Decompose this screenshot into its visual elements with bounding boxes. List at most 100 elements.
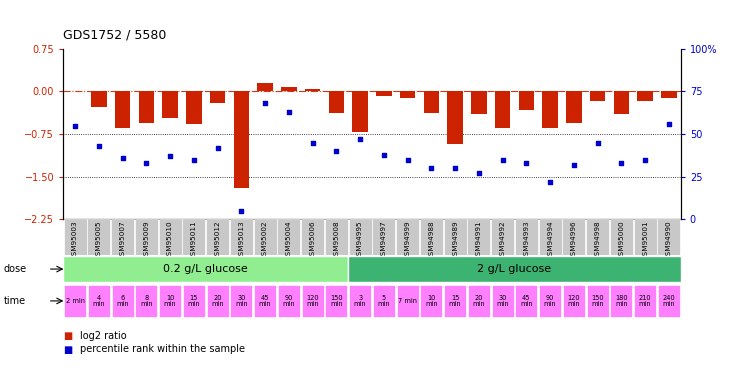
Text: GSM94995: GSM94995 [357, 220, 363, 260]
Text: GSM95002: GSM95002 [262, 220, 268, 260]
Bar [611, 285, 632, 317]
Text: GSM95001: GSM95001 [642, 220, 648, 260]
Text: GSM94991: GSM94991 [476, 220, 482, 260]
Text: percentile rank within the sample: percentile rank within the sample [80, 345, 245, 354]
Point [354, 136, 366, 142]
Bar [64, 219, 86, 255]
Bar [230, 219, 253, 255]
Bar [614, 92, 629, 114]
Text: GSM95011: GSM95011 [191, 220, 197, 260]
Point [117, 155, 129, 161]
Bar [88, 219, 110, 255]
Bar [210, 92, 225, 103]
Text: GDS1752 / 5580: GDS1752 / 5580 [63, 28, 167, 41]
Bar [257, 83, 273, 92]
Text: ■: ■ [63, 331, 72, 340]
Bar [443, 219, 466, 255]
Text: 90
min: 90 min [544, 295, 557, 307]
Text: 7 min: 7 min [398, 298, 417, 304]
Bar [516, 285, 537, 317]
Text: GSM94998: GSM94998 [594, 220, 600, 260]
Text: 15
min: 15 min [449, 295, 461, 307]
Bar [542, 92, 558, 128]
Text: 15
min: 15 min [187, 295, 200, 307]
Bar [135, 219, 158, 255]
Text: GSM95010: GSM95010 [167, 220, 173, 260]
Bar [348, 256, 681, 282]
Bar [563, 285, 585, 317]
Bar [234, 92, 249, 188]
Bar [186, 92, 202, 124]
Bar [349, 219, 371, 255]
Point [663, 121, 675, 127]
Point [307, 140, 318, 146]
Point [402, 157, 414, 163]
Text: 210
min: 210 min [639, 295, 652, 307]
Bar [468, 285, 490, 317]
Point [568, 162, 580, 168]
Text: 150
min: 150 min [591, 295, 604, 307]
Text: GSM95004: GSM95004 [286, 220, 292, 260]
Bar [302, 285, 324, 317]
Bar [115, 92, 130, 128]
Text: 8
min: 8 min [140, 295, 153, 307]
Bar [539, 285, 561, 317]
Text: 150
min: 150 min [330, 295, 343, 307]
Point [544, 179, 556, 185]
Bar [64, 285, 86, 317]
Bar [492, 285, 513, 317]
Bar [423, 92, 439, 113]
Bar [515, 219, 538, 255]
Point [473, 170, 485, 176]
Text: 0.2 g/L glucose: 0.2 g/L glucose [164, 264, 248, 274]
Bar [562, 219, 586, 255]
Text: GSM94990: GSM94990 [666, 220, 672, 260]
Bar [278, 285, 300, 317]
Bar [112, 285, 133, 317]
Bar [206, 219, 229, 255]
Point [378, 152, 390, 157]
Bar [373, 219, 395, 255]
Bar [495, 92, 510, 128]
Bar [278, 219, 301, 255]
Bar [138, 92, 154, 123]
Text: 120
min: 120 min [568, 295, 580, 307]
Text: 20
min: 20 min [472, 295, 485, 307]
Bar [519, 92, 534, 110]
Text: 90
min: 90 min [283, 295, 295, 307]
Text: GSM95005: GSM95005 [96, 220, 102, 260]
Bar [353, 92, 368, 132]
Bar [590, 92, 606, 100]
Text: GSM95009: GSM95009 [144, 220, 150, 260]
Text: GSM95007: GSM95007 [120, 220, 126, 260]
Point [69, 123, 81, 129]
Text: 20
min: 20 min [211, 295, 224, 307]
Bar [329, 92, 344, 113]
Text: GSM94996: GSM94996 [571, 220, 577, 260]
Text: GSM95000: GSM95000 [618, 220, 624, 260]
Point [330, 148, 342, 154]
Bar [420, 285, 442, 317]
Text: 4
min: 4 min [92, 295, 105, 307]
Text: GSM94989: GSM94989 [452, 220, 458, 260]
Bar [325, 219, 347, 255]
Text: log2 ratio: log2 ratio [80, 331, 126, 340]
Point [212, 145, 224, 151]
Bar [135, 285, 157, 317]
Text: 2 g/L glucose: 2 g/L glucose [478, 264, 551, 274]
Text: 120
min: 120 min [307, 295, 319, 307]
Point [639, 157, 651, 163]
Bar [471, 92, 487, 114]
Text: dose: dose [4, 264, 27, 274]
Bar [400, 92, 415, 98]
Bar [301, 219, 324, 255]
Point [521, 160, 533, 166]
Text: time: time [4, 296, 26, 306]
Bar [373, 285, 395, 317]
Point [259, 100, 271, 106]
Point [188, 157, 200, 163]
Bar [586, 219, 609, 255]
Bar [63, 256, 348, 282]
Bar [281, 87, 297, 92]
Text: 30
min: 30 min [235, 295, 248, 307]
